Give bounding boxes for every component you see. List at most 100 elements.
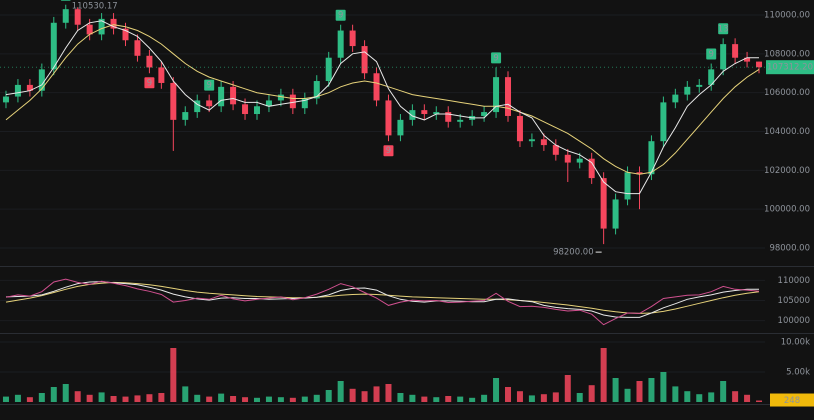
candle-body (588, 158, 595, 179)
candle-body (708, 69, 715, 85)
volume-bar (457, 396, 464, 402)
candle-body (528, 139, 535, 142)
volume-bar (576, 393, 583, 402)
td-marker (60, 0, 71, 1)
overlay-line (5, 281, 759, 318)
candle-body (98, 18, 105, 35)
candle-body (373, 73, 380, 101)
candle-body (361, 46, 368, 74)
td-marker (383, 145, 394, 157)
volume-bar (182, 386, 189, 402)
candle-body (576, 158, 583, 163)
td-marker-label: 9 (147, 78, 152, 88)
candle-body (230, 86, 237, 105)
y-tick-label: 106000.00 (764, 88, 810, 98)
candle-body (146, 55, 153, 68)
volume-bar (636, 381, 643, 402)
volume-bar (433, 397, 440, 402)
candle-body (564, 154, 571, 163)
volume-bar (206, 396, 213, 402)
td-marker (204, 79, 215, 91)
td-marker (335, 9, 346, 21)
td-marker (718, 23, 729, 35)
y-tick-label: 100000.00 (764, 205, 810, 215)
td-marker (491, 52, 502, 64)
volume-bar (194, 394, 201, 402)
volume-bar (552, 392, 559, 402)
volume-bar (672, 386, 679, 402)
volume-bar (732, 391, 739, 402)
td-marker-label: 9 (63, 0, 68, 1)
volume-bar (74, 391, 81, 402)
candle-body (325, 57, 332, 82)
td-marker-label: 9 (206, 81, 211, 91)
candle-body (253, 106, 260, 115)
candle-body (696, 84, 703, 87)
td-marker-label: 9 (709, 50, 714, 60)
volume-bar (481, 394, 488, 402)
volume-bar (684, 391, 691, 402)
candle-body (457, 119, 464, 122)
volume-bar (277, 397, 284, 402)
y-tick-label: 110000.00 (764, 11, 810, 21)
td-marker-label: 9 (386, 146, 391, 156)
candle-body (218, 86, 225, 107)
volume-bar (146, 394, 153, 402)
volume-bar (516, 391, 523, 402)
candle-body (493, 77, 500, 113)
candle-body (74, 9, 81, 25)
volume-bar (624, 388, 631, 402)
y-tick-label: 105000 (778, 296, 810, 306)
low-label: 98200.00 (553, 248, 594, 258)
td-marker (144, 77, 155, 89)
td-marker-label: 9 (338, 11, 343, 21)
candle-body (122, 28, 129, 41)
volume-bar (2, 396, 9, 402)
candle-body (158, 67, 165, 83)
volume-bar (313, 394, 320, 402)
high-label: 110530.17 (72, 2, 118, 12)
volume-bar (253, 397, 260, 402)
candle-body (744, 57, 751, 62)
candle-body (265, 100, 272, 107)
candle-body (86, 24, 93, 35)
volume-badge (770, 393, 814, 407)
candle-body (720, 44, 727, 70)
volume-bar (50, 387, 57, 402)
volume-badge-label: 248 (784, 396, 800, 406)
volume-bar (301, 396, 308, 402)
volume-bar (540, 394, 547, 402)
y-tick-label: 98000.00 (769, 243, 810, 253)
volume-bar (744, 394, 751, 402)
candle-body (50, 22, 57, 70)
moving-average (5, 24, 760, 175)
volume-bar (361, 391, 368, 402)
candle-body (612, 199, 619, 229)
candle-body (26, 84, 33, 91)
volume-bar (158, 393, 165, 402)
candle-body (110, 18, 117, 29)
y-tick-label: 100000 (778, 316, 810, 326)
volume-bar (421, 396, 428, 402)
volume-bar (134, 395, 141, 402)
moving-average (5, 20, 759, 195)
volume-bar (110, 396, 117, 402)
volume-bar (242, 397, 249, 402)
candle-body (277, 94, 284, 101)
candle-body (385, 100, 392, 136)
candle-body (481, 112, 488, 116)
y-tick-label: 5.00k (786, 368, 810, 378)
last-price-label: 107312.20 (767, 63, 813, 73)
volume-bar (218, 393, 225, 402)
td-marker (706, 48, 717, 60)
candle-body (648, 141, 655, 175)
candle-body (505, 77, 512, 116)
volume-bar (756, 400, 763, 402)
candle-body (516, 115, 523, 142)
y-tick-label: 102000.00 (764, 166, 810, 176)
td-marker-label: 9 (493, 53, 498, 63)
volume-bar (660, 372, 667, 402)
volume-bar (588, 385, 595, 402)
volume-bar (230, 396, 237, 402)
volume-bar (98, 392, 105, 402)
